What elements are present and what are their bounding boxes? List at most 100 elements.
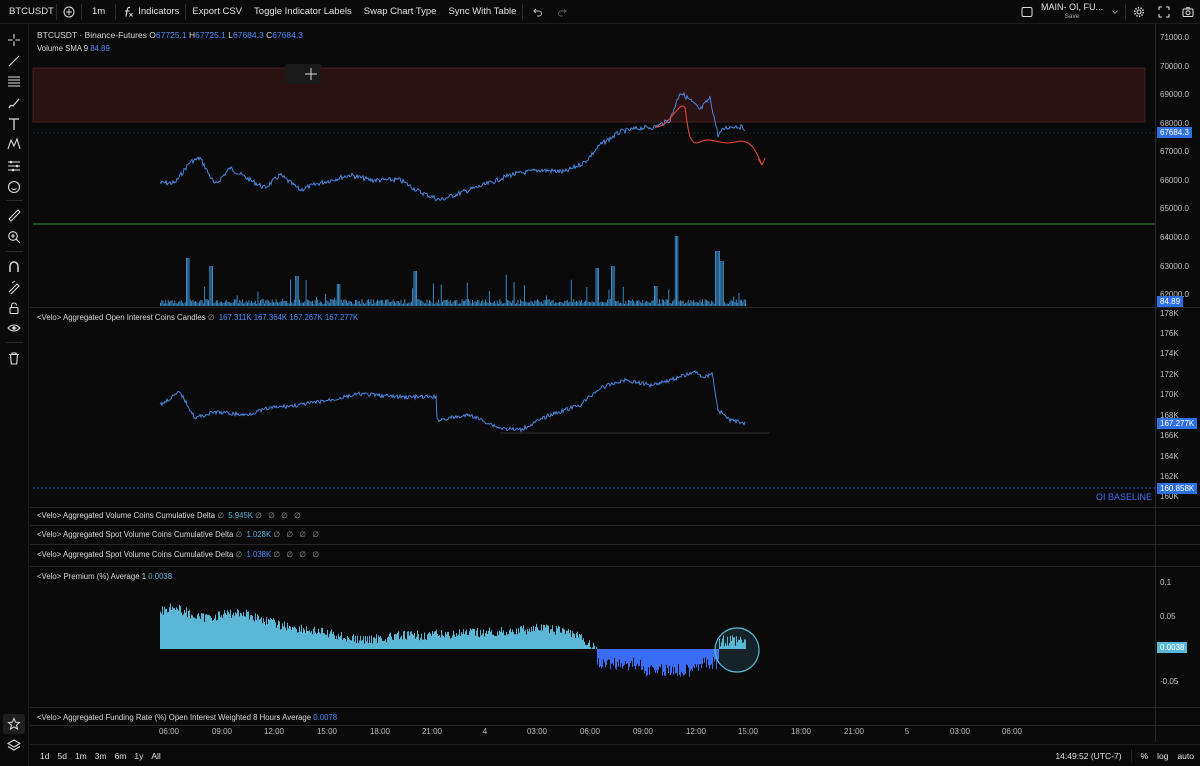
time-tick: 4 — [482, 727, 488, 736]
indicators-button[interactable]: Indicators — [116, 0, 185, 24]
fullscreen-button[interactable] — [1152, 0, 1176, 24]
premium-bar — [563, 628, 564, 649]
zoom-in-icon[interactable] — [7, 230, 21, 244]
volume-bar — [537, 299, 538, 306]
premium-bar — [506, 631, 507, 649]
trash-icon[interactable] — [7, 351, 21, 365]
volume-bar — [161, 300, 163, 306]
pattern-tool-icon[interactable] — [7, 137, 21, 151]
eye-icon[interactable] — [7, 321, 21, 335]
pane-divider[interactable] — [30, 544, 1200, 545]
oi-legend[interactable]: <Velo> Aggregated Open Interest Coins Ca… — [37, 313, 358, 322]
volume-bar — [565, 300, 567, 306]
volume-bar — [378, 300, 380, 306]
volume-bar — [212, 266, 213, 306]
volume-bar — [187, 258, 189, 306]
volume-bar — [332, 299, 334, 306]
range-button-1d[interactable]: 1d — [40, 750, 50, 761]
premium-bar — [304, 629, 305, 649]
log-toggle[interactable]: log — [1157, 751, 1169, 761]
auto-toggle[interactable]: auto — [1177, 751, 1194, 761]
favorites-button[interactable] — [3, 714, 25, 734]
brush-icon[interactable] — [7, 96, 21, 110]
range-button-1m[interactable]: 1m — [74, 750, 87, 761]
range-button-3m[interactable]: 3m — [94, 750, 107, 761]
layout-select[interactable]: MAIN- OI, FU... Save — [1015, 0, 1125, 24]
prediction-tool-icon[interactable] — [7, 159, 21, 173]
volume-delta-legend[interactable]: <Velo> Aggregated Volume Coins Cumulativ… — [37, 511, 303, 520]
settings-button[interactable] — [1126, 0, 1152, 24]
volume-bar — [622, 286, 624, 306]
redo-button[interactable] — [551, 0, 575, 24]
pane-divider[interactable] — [30, 725, 1200, 726]
range-button-6m[interactable]: 6m — [114, 750, 127, 761]
pane-divider[interactable] — [30, 525, 1200, 526]
volume-bar — [356, 299, 358, 306]
volume-bar — [551, 300, 553, 306]
emoji-icon[interactable] — [7, 180, 21, 194]
spot-delta-legend-2[interactable]: <Velo> Aggregated Spot Volume Coins Cumu… — [37, 550, 321, 559]
premium-legend[interactable]: <Velo> Premium (%) Average 1 0.0038 — [37, 572, 172, 581]
premium-bar — [351, 640, 352, 649]
premium-bar — [209, 615, 210, 649]
volume-bar — [308, 300, 310, 306]
time-axis[interactable]: 06:00 09:00 12:00 15:00 18:00 21:00 4 03:00 06:0… — [30, 727, 1155, 741]
screenshot-button[interactable] — [1176, 0, 1200, 24]
funding-legend[interactable]: <Velo> Aggregated Funding Rate (%) Open … — [37, 713, 337, 722]
trend-line-icon[interactable] — [7, 54, 21, 68]
undo-button[interactable] — [523, 0, 551, 24]
volume-bar — [200, 299, 202, 306]
volume-bar — [582, 303, 584, 306]
swap-chart-type-button[interactable]: Swap Chart Type — [363, 6, 437, 17]
premium-bar — [308, 631, 309, 649]
volume-bar — [297, 276, 299, 306]
premium-bar — [340, 635, 341, 649]
premium-bar — [349, 639, 350, 649]
premium-bar — [417, 630, 418, 649]
pane-divider[interactable] — [30, 307, 1200, 308]
fib-tool-icon[interactable] — [7, 74, 21, 88]
text-tool-icon[interactable] — [7, 117, 21, 131]
volume-bar — [600, 301, 602, 306]
compare-button[interactable] — [57, 0, 81, 24]
toggle-indicator-labels-button[interactable]: Toggle Indicator Labels — [254, 6, 352, 17]
divider — [6, 342, 23, 343]
layers-icon[interactable] — [7, 739, 21, 753]
volume-bar — [520, 299, 521, 306]
volume-bar — [643, 303, 645, 306]
range-button-1y[interactable]: 1y — [134, 750, 144, 761]
premium-bar — [637, 649, 638, 664]
chart-canvas[interactable] — [30, 24, 1155, 742]
range-button-all[interactable]: All — [151, 750, 161, 761]
percent-toggle[interactable]: % — [1140, 751, 1149, 761]
pane-divider[interactable] — [30, 507, 1200, 508]
premium-bar — [278, 620, 279, 649]
chart-plot[interactable] — [30, 24, 1155, 742]
premium-bar — [337, 639, 338, 649]
pane-divider[interactable] — [30, 566, 1200, 567]
crosshair-icon[interactable] — [7, 33, 21, 47]
premium-bar — [467, 635, 468, 649]
premium-bar — [695, 649, 696, 665]
pane-divider[interactable] — [30, 707, 1200, 708]
premium-bar — [377, 642, 378, 649]
export-csv-button[interactable]: Export CSV — [192, 6, 243, 17]
oi-tick: 162K — [1160, 472, 1179, 481]
volume-bar — [345, 300, 347, 306]
main-series-legend[interactable]: BTCUSDT · Binance-Futures O67725.1 H6772… — [37, 30, 303, 40]
magnet-icon[interactable] — [7, 260, 21, 274]
volume-legend[interactable]: Volume SMA 9 84.89 — [37, 44, 110, 53]
lock-drawing-icon[interactable] — [7, 280, 21, 294]
range-button-5d[interactable]: 5d — [57, 750, 67, 761]
volume-bar — [401, 303, 403, 306]
symbol-search[interactable]: BTCUSDT — [0, 0, 56, 24]
spot-delta-legend-1[interactable]: <Velo> Aggregated Spot Volume Coins Cumu… — [37, 530, 321, 539]
price-axis[interactable]: 71000.0 70000.0 69000.0 68000.0 67000.0 66000… — [1155, 24, 1200, 742]
premium-bar — [200, 618, 201, 649]
interval-button[interactable]: 1m — [92, 6, 106, 17]
lock-icon[interactable] — [7, 301, 21, 315]
premium-bar — [167, 612, 168, 649]
premium-bar — [705, 649, 706, 658]
sync-with-table-button[interactable]: Sync With Table — [448, 6, 517, 17]
ruler-icon[interactable] — [7, 208, 21, 222]
